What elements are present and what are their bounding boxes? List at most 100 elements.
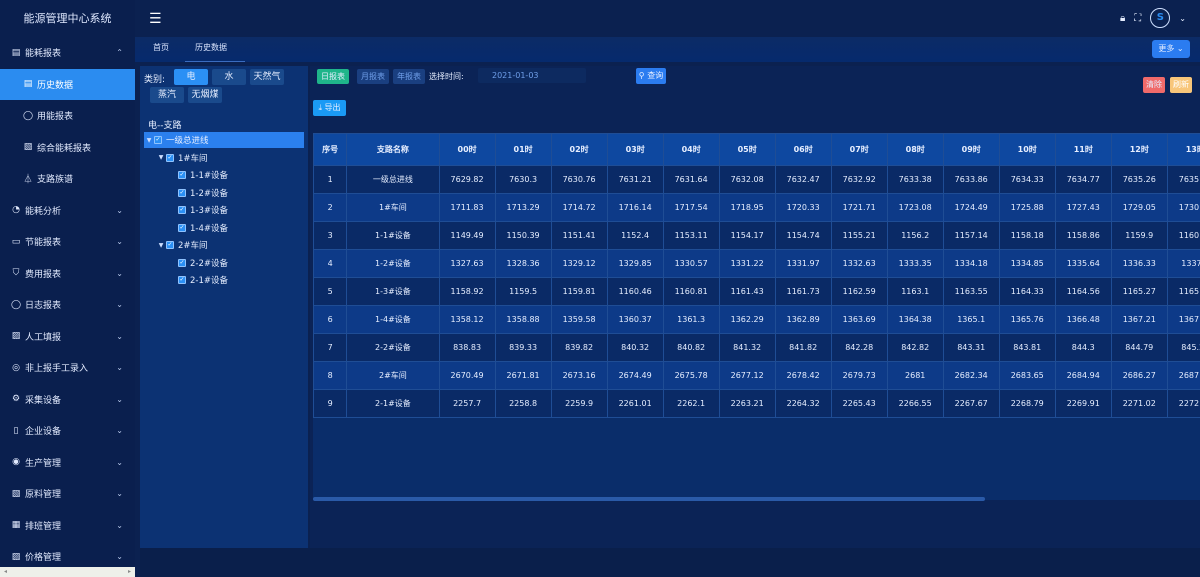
table-cell: 1158.86 <box>1054 221 1112 250</box>
sidebar-item[interactable]: ◔ 能耗分析 ⌄ <box>0 195 135 227</box>
image-icon: ▨ <box>11 551 21 562</box>
main-panel: 日报表 月报表 年报表 选择时间: 2021-01-03 ⚲ 查询 清除 刷新 … <box>310 66 1200 548</box>
tree-node[interactable]: ✓ 1-3#设备 <box>144 202 304 218</box>
table-cell: 7633.86 <box>942 165 1000 194</box>
category-electric[interactable]: 电 <box>174 69 208 85</box>
table-cell: 1336.33 <box>1110 249 1168 278</box>
export-button[interactable]: ⤓ 导出 <box>313 100 346 116</box>
sidebar-item[interactable]: ▭ 节能报表 ⌄ <box>0 226 135 258</box>
fullscreen-icon[interactable]: ⛶ <box>1134 12 1142 24</box>
avatar[interactable]: S <box>1150 8 1171 28</box>
image-icon: ▨ <box>11 331 21 342</box>
checkbox[interactable]: ✓ <box>166 241 174 249</box>
sidebar-item-label: 价格管理 <box>25 553 62 564</box>
sidebar-item[interactable]: ▤ 能耗报表 ⌃ <box>0 37 135 69</box>
more-button[interactable]: 更多 ⌄ <box>1152 40 1190 58</box>
sidebar-item[interactable]: ▧ 综合能耗报表 <box>0 132 135 164</box>
tree-node[interactable]: ✓ 1-1#设备 <box>144 167 304 183</box>
caret-down-icon[interactable]: ▼ <box>158 154 164 161</box>
sidebar-item[interactable]: ▨ 价格管理 ⌄ <box>0 541 135 573</box>
table-cell: 2263.21 <box>718 389 776 418</box>
table-cell: 7629.82 <box>438 165 496 194</box>
daily-report-button[interactable]: 日报表 <box>317 69 349 84</box>
sidebar-item[interactable]: ◎ 非上报手工录入 ⌄ <box>0 352 135 384</box>
report-icon: ▧ <box>11 488 21 499</box>
sidebar-item[interactable]: ⛉ 费用报表 ⌄ <box>0 258 135 290</box>
table-row: 8 2#车间 2670.49 2671.81 2673.16 2674.49 2675.78… <box>313 361 1200 390</box>
sidebar-item[interactable]: ▦ 排班管理 ⌄ <box>0 510 135 542</box>
table-cell: 1730.64 <box>1166 193 1200 222</box>
sidebar-item[interactable]: ◯ 日志报表 ⌄ <box>0 289 135 321</box>
table-cell: 2259.9 <box>550 389 608 418</box>
chevron-down-icon: ⌄ <box>116 489 123 499</box>
checkbox[interactable]: ✓ <box>178 206 186 214</box>
chevron-down-icon: ⌄ <box>116 268 123 278</box>
hamburger-icon[interactable]: ☰ <box>149 11 162 27</box>
sidebar-item[interactable]: ▨ 人工填报 ⌄ <box>0 321 135 353</box>
sidebar-scrollbar[interactable]: ◂ ▸ <box>0 567 135 577</box>
table-cell: 1331.22 <box>718 249 776 278</box>
column-header: 08时 <box>886 133 944 166</box>
tree-node[interactable]: ✓ 1-2#设备 <box>144 185 304 201</box>
table-horizontal-scrollbar[interactable] <box>313 497 985 501</box>
tree-node[interactable]: ▼ ✓ 1#车间 <box>144 150 304 166</box>
table-cell: 2267.67 <box>942 389 1000 418</box>
chevron-down-icon: ⌄ <box>116 237 123 247</box>
yearly-report-button[interactable]: 年报表 <box>393 69 425 84</box>
chevron-down-icon: ⌄ <box>116 363 123 373</box>
chevron-down-icon[interactable]: ⌄ <box>1179 13 1186 23</box>
checkbox[interactable]: ✓ <box>178 276 186 284</box>
refresh-button[interactable]: 刷新 <box>1170 77 1192 93</box>
tab-history[interactable]: 历史数据 × <box>185 37 245 74</box>
tab-home[interactable]: 首页 <box>153 43 169 52</box>
category-coal[interactable]: 无烟煤 <box>188 87 222 103</box>
monthly-report-button[interactable]: 月报表 <box>357 69 389 84</box>
category-water[interactable]: 水 <box>212 69 246 85</box>
table-cell: 7631.64 <box>662 165 720 194</box>
sidebar-item[interactable]: ◉ 生产管理 ⌄ <box>0 447 135 479</box>
checkbox[interactable]: ✓ <box>178 258 186 267</box>
sidebar-item-label: 采集设备 <box>25 395 62 406</box>
tree-node[interactable]: ✓ 1-4#设备 <box>144 220 304 236</box>
tree-node[interactable]: ✓ 2-1#设备 <box>144 272 304 288</box>
date-input[interactable]: 2021-01-03 <box>478 68 586 83</box>
table-cell: 7630.76 <box>550 165 608 194</box>
column-header: 11时 <box>1054 133 1112 166</box>
query-button[interactable]: ⚲ 查询 <box>636 68 666 84</box>
clear-button[interactable]: 清除 <box>1143 77 1165 93</box>
sidebar-item[interactable]: ⚙ 采集设备 ⌄ <box>0 384 135 416</box>
table-cell: 1161.73 <box>774 277 832 306</box>
table-cell: 1165.77 <box>1166 277 1200 306</box>
category-gas[interactable]: 天然气 <box>250 69 284 85</box>
table-cell: 1331.97 <box>774 249 832 278</box>
checkbox[interactable]: ✓ <box>154 136 162 144</box>
category-steam[interactable]: 蒸汽 <box>150 87 184 103</box>
table-row: 2 1#车间 1711.83 1713.29 1714.72 1716.14 1717.54… <box>313 193 1200 222</box>
tree-node[interactable]: ▼ ✓ 一级总进线 <box>144 132 304 148</box>
sidebar-menu: ▤ 能耗报表 ⌃ ▤ 历史数据 ◯ 用能报表 ▧ 综合能耗报表 ⏃ 支路族谱 ◔ 能耗分析 ⌄ ▭ 节能报表 ⌄… <box>0 37 135 573</box>
table-cell: 1361.3 <box>662 305 720 334</box>
table-cell: 1366.48 <box>1054 305 1112 334</box>
table-cell: 842.82 <box>886 333 944 362</box>
table-cell: 2670.49 <box>438 361 496 390</box>
checkbox[interactable]: ✓ <box>178 223 186 232</box>
checkbox[interactable]: ✓ <box>166 153 174 162</box>
checkbox[interactable]: ✓ <box>178 188 186 197</box>
checkbox[interactable]: ✓ <box>178 171 186 179</box>
tree-node-label: 1-3#设备 <box>190 206 229 216</box>
table-cell: 1358.88 <box>494 305 552 334</box>
lock-icon[interactable]: 🔒︎ <box>1119 12 1126 24</box>
sidebar-item[interactable]: ▯ 企业设备 ⌄ <box>0 415 135 447</box>
sidebar-item-label: 原料管理 <box>25 490 62 501</box>
table-cell: 1360.37 <box>606 305 664 334</box>
chevron-down-icon: ⌄ <box>116 426 123 436</box>
caret-down-icon[interactable]: ▼ <box>146 136 152 144</box>
caret-down-icon[interactable]: ▼ <box>158 241 164 249</box>
sidebar-item[interactable]: ◯ 用能报表 <box>0 100 135 132</box>
tree-node[interactable]: ▼ ✓ 2#车间 <box>144 237 304 253</box>
tree-node[interactable]: ✓ 2-2#设备 <box>144 255 304 271</box>
sidebar-item[interactable]: ▧ 原料管理 ⌄ <box>0 478 135 510</box>
sidebar-item[interactable]: ⏃ 支路族谱 <box>0 163 135 195</box>
table-cell: 2686.27 <box>1110 361 1168 390</box>
sidebar-item[interactable]: ▤ 历史数据 <box>0 68 135 100</box>
